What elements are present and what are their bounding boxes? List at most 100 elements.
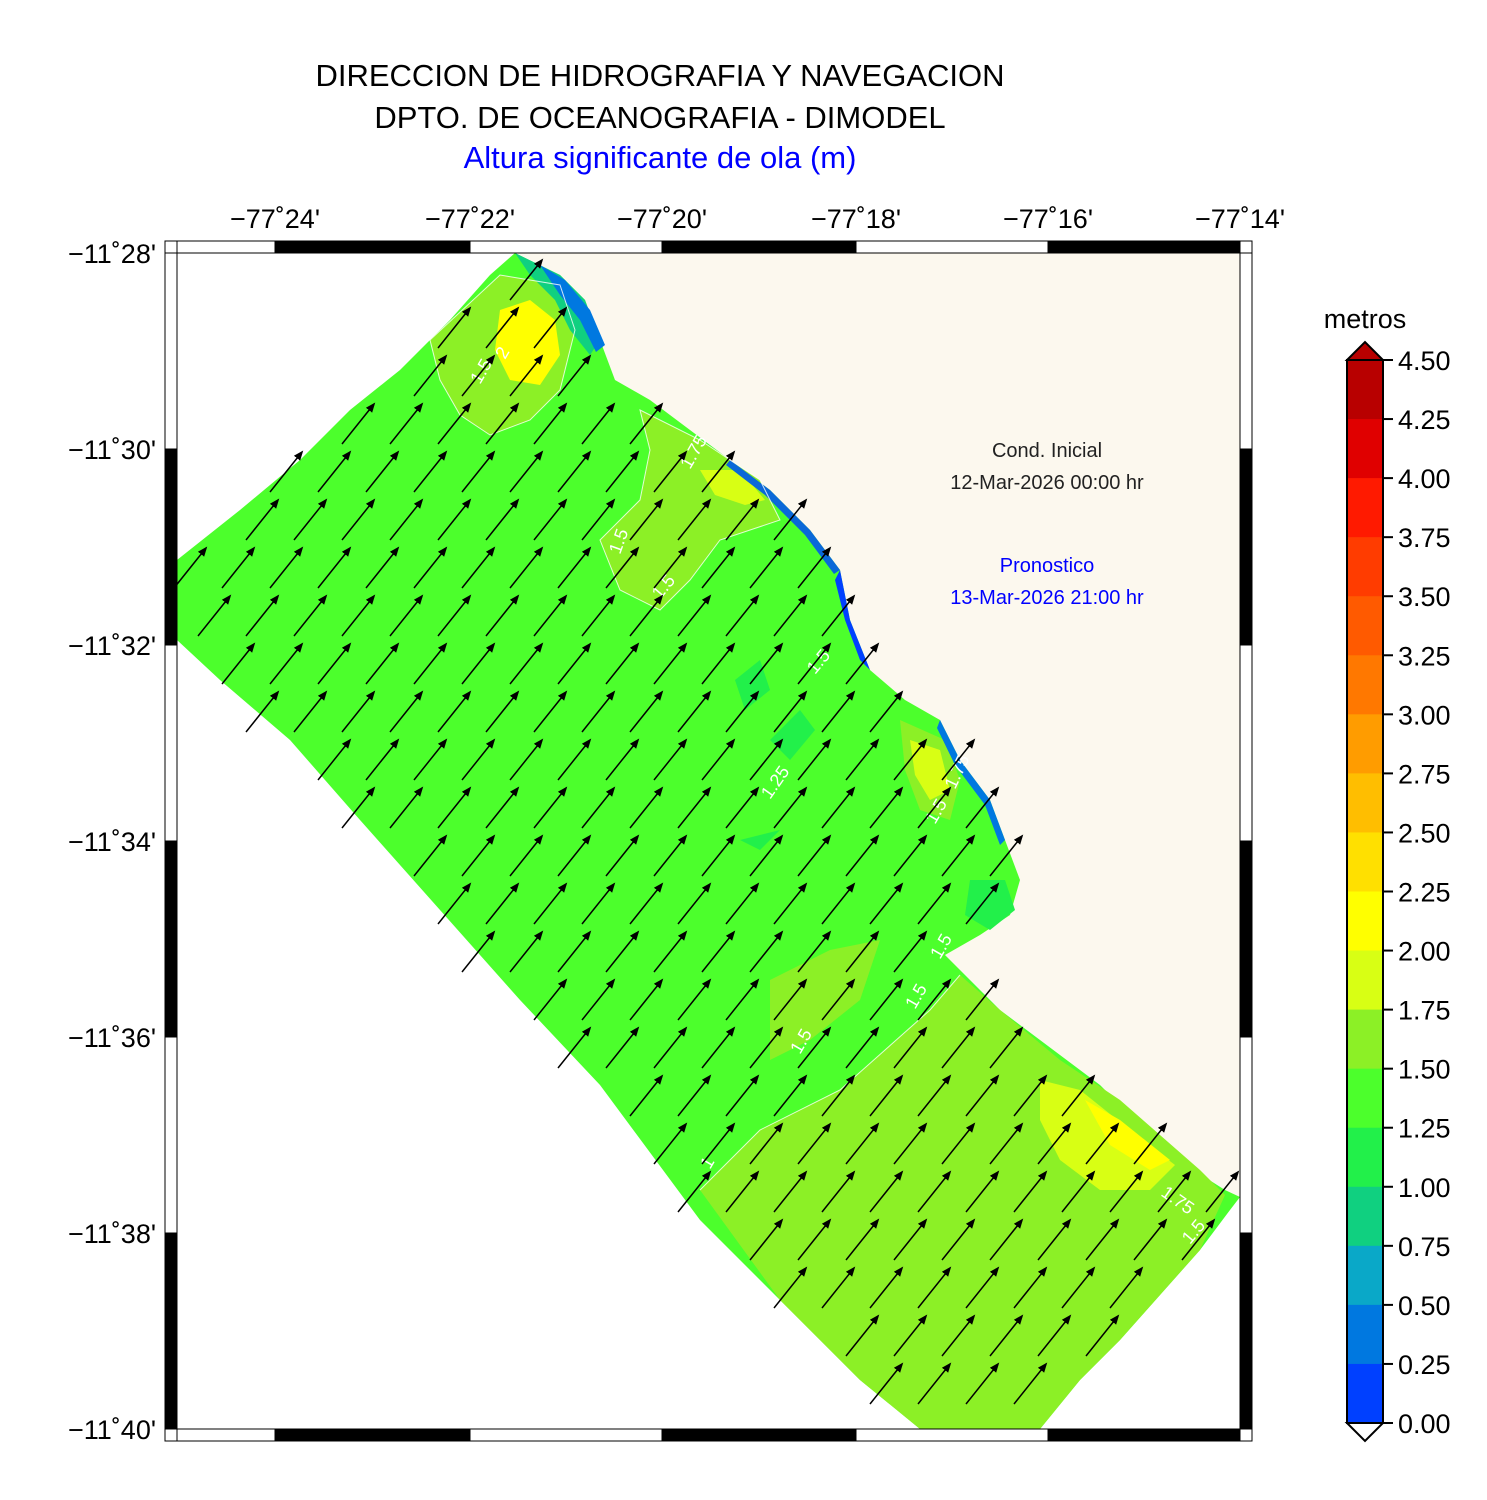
wave-arrow (533, 882, 568, 925)
wave-arrow (317, 738, 352, 781)
wave-arrow (701, 546, 736, 589)
wave-arrow (917, 978, 952, 1021)
lon-tick: −77˚18' (811, 204, 901, 234)
wave-arrow (773, 498, 808, 541)
wave-arrow (581, 402, 616, 445)
wave-arrow (989, 1026, 1024, 1069)
wave-arrow (845, 738, 880, 781)
wave-arrow (965, 786, 1000, 829)
wave-arrow (1037, 1122, 1072, 1165)
wave-arrow (989, 1218, 1024, 1261)
colorbar-bin (1347, 832, 1383, 892)
wave-arrow (1013, 1170, 1048, 1213)
wave-arrow (701, 1026, 736, 1069)
wave-arrow (581, 498, 616, 541)
frame-segment (164, 1232, 178, 1430)
wave-arrow (1037, 1218, 1072, 1261)
wave-arrow (1109, 1170, 1144, 1213)
wave-arrow (581, 690, 616, 733)
wave-arrow (557, 642, 592, 685)
wave-arrow (797, 738, 832, 781)
lat-tick: −11˚32' (68, 631, 156, 661)
wave-arrow (773, 594, 808, 637)
wave-arrow (1205, 1170, 1240, 1213)
colorbar-bin (1347, 1245, 1383, 1306)
lat-tick: −11˚28' (68, 239, 156, 269)
wave-arrow (725, 690, 760, 733)
wave-arrow (557, 834, 592, 877)
colorbar-bin (1347, 1009, 1383, 1070)
wave-arrow (389, 498, 424, 541)
frame-segment (1239, 448, 1253, 646)
colorbar-label: 0.50 (1398, 1291, 1451, 1321)
wave-arrow (917, 1170, 952, 1213)
frame-segment (176, 240, 276, 254)
wave-arrow (533, 978, 568, 1021)
wave-arrow (485, 786, 520, 829)
wave-arrow (413, 450, 448, 493)
frame-segment (164, 644, 178, 842)
cond-inicial-label: Cond. Inicial (992, 440, 1102, 462)
colorbar-max-triangle (1344, 340, 1386, 361)
wave-arrow (893, 738, 928, 781)
wave-arrow (1013, 1074, 1048, 1117)
wave-arrow (1013, 1266, 1048, 1309)
cond-inicial-time: 12-Mar-2026 00:00 hr (950, 472, 1144, 494)
wave-arrow (989, 834, 1024, 877)
pronostico-time: 13-Mar-2026 21:00 hr (950, 587, 1144, 609)
wave-arrow (1133, 1122, 1168, 1165)
wave-arrow (797, 1026, 832, 1069)
wave-arrow (437, 402, 472, 445)
colorbar-bin (1347, 655, 1383, 715)
wave-arrow (845, 930, 880, 973)
colorbar-bin (1347, 596, 1383, 656)
frame-segment (855, 1428, 1049, 1442)
wave-arrow (509, 354, 544, 397)
wave-arrow (653, 738, 688, 781)
wave-arrow (365, 546, 400, 589)
wave-arrow (605, 546, 640, 589)
wave-arrow (341, 402, 376, 445)
wave-arrow (317, 642, 352, 685)
lon-tick: −77˚16' (1003, 204, 1093, 234)
wave-arrow (701, 1122, 736, 1165)
wave-arrow (965, 1170, 1000, 1213)
wave-arrow (533, 786, 568, 829)
wave-arrow (845, 642, 880, 685)
colorbar-bin (1347, 950, 1383, 1011)
wave-arrow (269, 546, 304, 589)
wave-arrow (749, 834, 784, 877)
colorbar-bin (1347, 537, 1383, 597)
colorbar-label: 0.00 (1398, 1409, 1451, 1439)
colorbar-label: 1.75 (1398, 996, 1451, 1026)
wave-arrow (917, 882, 952, 925)
wave-arrow (893, 1218, 928, 1261)
wave-arrow (677, 1074, 712, 1117)
wave-arrow (725, 594, 760, 637)
colorbar-label: 0.25 (1398, 1350, 1451, 1380)
wave-arrow (701, 930, 736, 973)
frame-segment (1239, 1036, 1253, 1234)
wave-arrow (245, 594, 280, 637)
wave-arrow (177, 546, 208, 586)
wave-arrow (509, 834, 544, 877)
wave-arrow (677, 786, 712, 829)
wave-arrow (869, 882, 904, 925)
wave-arrow (269, 450, 304, 493)
wave-arrow (917, 1266, 952, 1309)
wave-arrow (629, 1074, 664, 1117)
wave-arrow (941, 1314, 976, 1357)
colorbar-bin (1347, 1304, 1383, 1365)
wave-arrow (821, 1170, 856, 1213)
wave-arrow (389, 690, 424, 733)
wave-arrow (965, 1266, 1000, 1309)
wave-arrow (389, 786, 424, 829)
wave-arrow (437, 594, 472, 637)
wave-arrow (509, 450, 544, 493)
colorbar-label: 4.00 (1398, 464, 1451, 494)
wave-arrow (941, 834, 976, 877)
wave-arrow (989, 1314, 1024, 1357)
wave-arrow (389, 594, 424, 637)
wave-arrow (629, 594, 664, 637)
colorbar-unit: metros (1324, 304, 1407, 334)
